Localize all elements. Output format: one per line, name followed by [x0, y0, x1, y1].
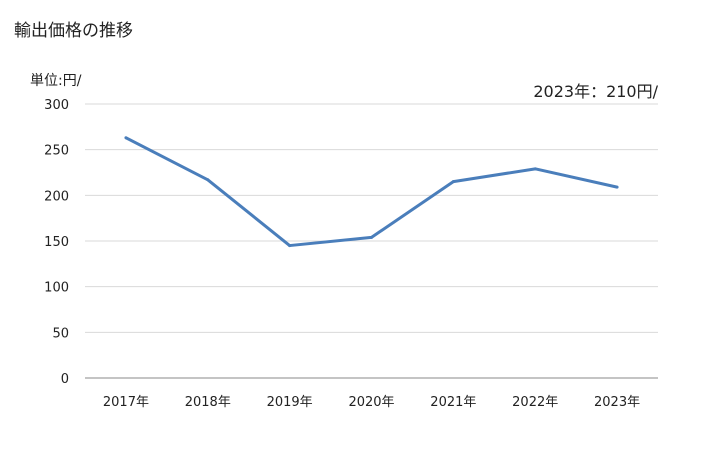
data-point	[615, 185, 619, 189]
unit-label: 単位:円/	[30, 73, 82, 89]
data-point	[533, 167, 537, 171]
data-point	[124, 136, 128, 140]
x-tick-label: 2020年	[348, 395, 394, 410]
x-tick-label: 2021年	[430, 395, 476, 410]
data-point	[451, 180, 455, 184]
latest-value-label: 2023年：210円/	[533, 82, 658, 101]
data-point	[206, 178, 210, 182]
y-tick-label: 250	[44, 144, 69, 159]
series-line	[125, 136, 618, 248]
y-axis: 0 50 100 150 200 250 300	[44, 98, 69, 387]
chart-title: 輸出価格の推移	[14, 21, 133, 41]
data-point	[370, 235, 373, 239]
x-tick-label: 2018年	[185, 395, 231, 410]
x-tick-label: 2023年	[594, 395, 640, 410]
data-point	[288, 244, 292, 248]
x-axis: 2017年 2018年 2019年 2020年 2021年 2022年 2023年	[103, 395, 640, 410]
y-tick-label: 150	[44, 235, 69, 250]
series-layer	[124, 136, 619, 248]
y-tick-label: 50	[52, 326, 69, 341]
y-tick-label: 100	[44, 281, 69, 296]
x-tick-label: 2017年	[103, 395, 149, 410]
y-tick-label: 200	[44, 189, 69, 204]
y-tick-label: 0	[61, 372, 69, 387]
y-tick-label: 300	[44, 98, 69, 113]
x-tick-label: 2019年	[267, 395, 313, 410]
grid-lines	[85, 103, 658, 379]
x-tick-label: 2022年	[512, 395, 558, 410]
